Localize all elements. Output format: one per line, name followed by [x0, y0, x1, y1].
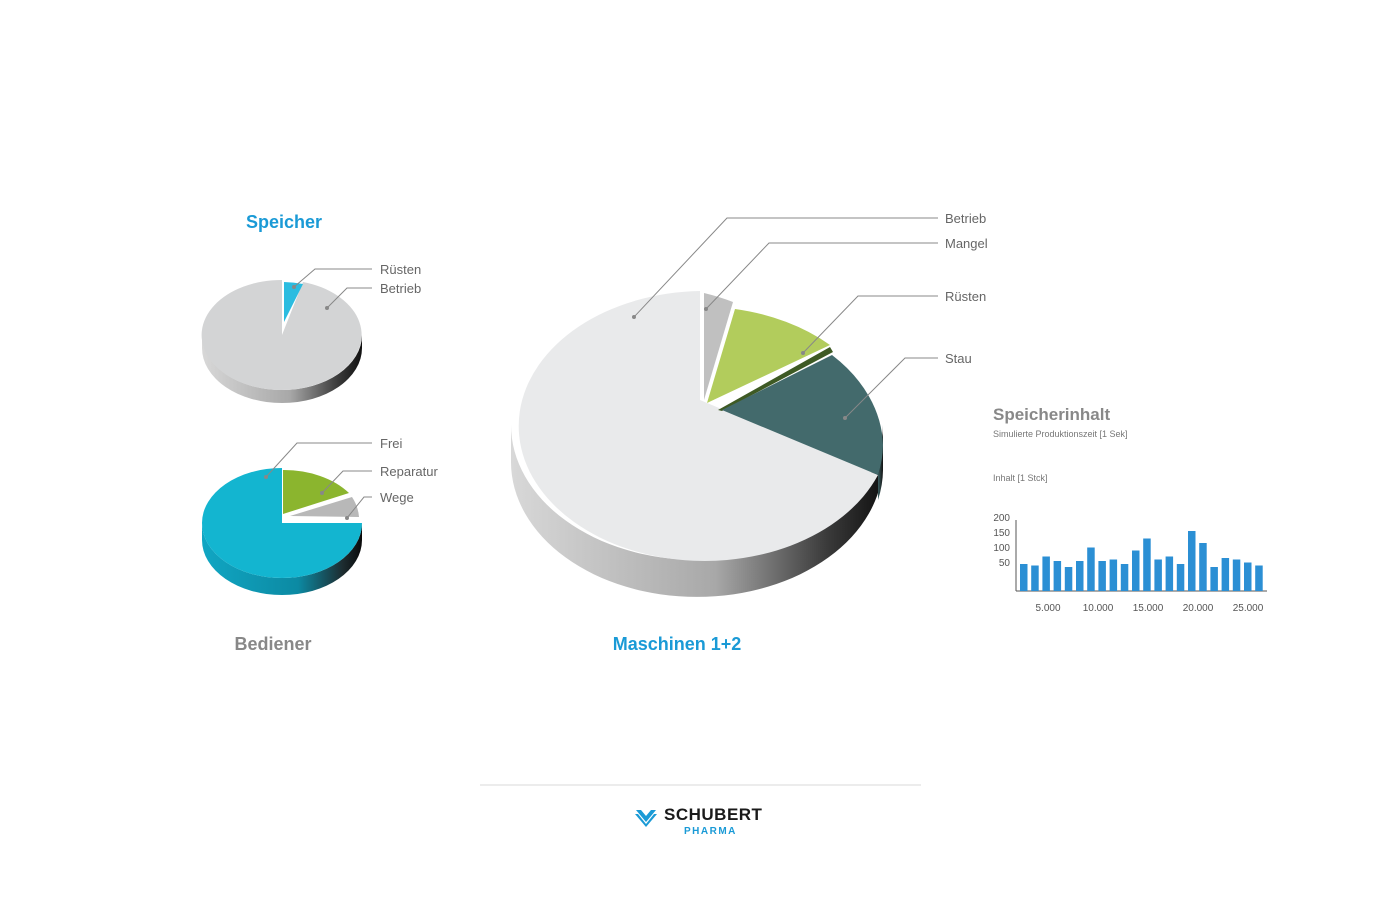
maschinen-leader-ruesten [802, 295, 938, 354]
maschinen-rim-stau [878, 445, 883, 500]
speicher-slice-ruesten [284, 282, 303, 322]
bar-15 [1176, 564, 1185, 591]
speicherinhalt-title: Speicherinhalt [993, 405, 1110, 424]
bediener-label-wege: Wege [380, 490, 414, 505]
bediener-dot-wege [345, 516, 349, 520]
bediener-label-reparatur: Reparatur [380, 464, 438, 479]
bar-18 [1210, 567, 1218, 591]
maschinen-label-betrieb: Betrieb [945, 211, 986, 226]
speicher-chart: Speicher Rüsten Betrieb [201, 212, 421, 403]
schubert-logo-sub: PHARMA [684, 826, 737, 837]
x-tick-label: 25.000 [1233, 603, 1264, 614]
bediener-slice-wege [290, 497, 359, 517]
maschinen-rim [511, 425, 883, 597]
y-tick-label: 200 [993, 513, 1010, 524]
x-tick-label: 5.000 [1035, 603, 1060, 614]
x-tick-label: 20.000 [1183, 603, 1214, 614]
bar-11 [1132, 550, 1140, 591]
maschinen-label-ruesten: Rüsten [945, 289, 986, 304]
x-tick-labels: 5.000 10.000 15.000 20.000 25.000 [1035, 603, 1263, 614]
bars [1020, 531, 1263, 591]
maschinen-slice-betrieb [518, 291, 878, 561]
y-tick-label: 150 [993, 528, 1010, 539]
maschinen-leader-betrieb [633, 217, 938, 318]
maschinen-label-stau: Stau [945, 351, 972, 366]
speicherinhalt-chart: Speicherinhalt Simulierte Produktionszei… [993, 405, 1267, 614]
speicher-leader-betrieb [326, 287, 372, 309]
bediener-leader-wege [346, 496, 372, 519]
maschinen-leader-stau [844, 357, 938, 419]
bar-4 [1053, 561, 1062, 591]
bediener-label-frei: Frei [380, 436, 403, 451]
bar-3 [1042, 556, 1050, 591]
maschinen-slice-stau [722, 355, 883, 475]
bediener-dot-frei [264, 475, 268, 479]
bediener-leader-reparatur [321, 470, 372, 494]
schubert-logo-name: SCHUBERT [664, 805, 763, 824]
maschinen-leader-mangel [705, 242, 938, 310]
bar-17 [1199, 543, 1207, 591]
maschinen-slice-mangel [704, 293, 733, 400]
speicher-title: Speicher [246, 212, 322, 232]
y-tick-labels: 200 150 100 50 [993, 513, 1010, 569]
bar-1 [1020, 564, 1028, 591]
speicher-rim [202, 335, 362, 403]
y-tick-label: 100 [993, 543, 1010, 554]
schubert-logo-icon-lower [635, 814, 657, 827]
speicherinhalt-ylabel: Inhalt [1 Stck] [993, 473, 1048, 483]
y-tick-label: 50 [999, 558, 1011, 569]
bediener-slice-reparatur [283, 469, 349, 514]
bar-8 [1098, 561, 1106, 591]
maschinen-dot-betrieb [632, 315, 636, 319]
schubert-logo: SCHUBERT PHARMA [635, 805, 763, 837]
speicher-dot-ruesten [292, 285, 296, 289]
schubert-logo-icon [636, 810, 656, 822]
x-tick-label: 10.000 [1083, 603, 1114, 614]
bar-9 [1109, 559, 1118, 591]
bediener-rim [202, 523, 362, 595]
speicher-leader-ruesten [293, 268, 372, 288]
bediener-title: Bediener [234, 634, 311, 654]
speicher-label-betrieb: Betrieb [380, 281, 421, 296]
bar-19 [1221, 558, 1230, 591]
maschinen-dot-stau [843, 416, 847, 420]
bar-7 [1087, 547, 1095, 591]
bar-20 [1232, 559, 1241, 591]
bediener-chart: Frei Reparatur Wege Bediener [202, 436, 438, 654]
speicher-slice-betrieb [201, 279, 362, 390]
x-tick-label: 15.000 [1133, 603, 1164, 614]
maschinen-label-mangel: Mangel [945, 236, 988, 251]
maschinen-dot-mangel [704, 307, 708, 311]
speicher-dot-betrieb [325, 306, 329, 310]
maschinen-slice-ruesten [707, 309, 830, 403]
maschinen-title: Maschinen 1+2 [613, 634, 742, 654]
bar-22 [1255, 565, 1263, 591]
maschinen-chart: Betrieb Mangel Rüsten Stau Maschinen 1+2 [511, 211, 988, 654]
speicher-label-ruesten: Rüsten [380, 262, 421, 277]
bar-13 [1154, 559, 1162, 591]
bar-2 [1031, 565, 1039, 591]
bar-14 [1165, 556, 1174, 591]
bediener-leader-frei [265, 442, 372, 478]
maschinen-dot-ruesten [801, 351, 805, 355]
bar-6 [1076, 561, 1084, 591]
bar-10 [1120, 564, 1129, 591]
speicherinhalt-subtitle: Simulierte Produktionszeit [1 Sek] [993, 429, 1128, 439]
bar-5 [1064, 567, 1073, 591]
bar-12 [1143, 538, 1151, 591]
bar-16 [1188, 531, 1196, 591]
maschinen-slice-ruesten-edge [718, 347, 833, 411]
bar-21 [1244, 562, 1252, 591]
bediener-dot-reparatur [320, 491, 324, 495]
bediener-slice-frei [202, 468, 362, 578]
